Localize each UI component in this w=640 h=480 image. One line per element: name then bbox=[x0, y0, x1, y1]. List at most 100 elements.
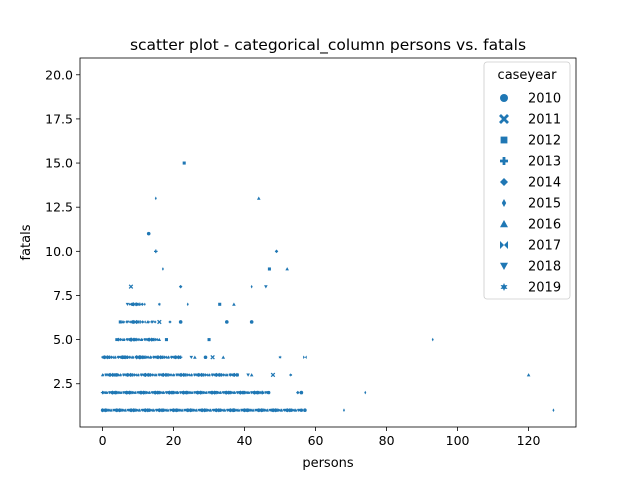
data-point bbox=[128, 320, 132, 324]
data-point bbox=[244, 390, 248, 395]
legend-label-2019: 2019 bbox=[528, 281, 561, 296]
legend-label-2018: 2018 bbox=[528, 260, 561, 275]
data-point bbox=[203, 355, 208, 360]
data-point bbox=[246, 373, 250, 377]
data-point bbox=[178, 284, 183, 289]
y-tick-label: 20.0 bbox=[45, 67, 73, 82]
data-point bbox=[248, 408, 252, 412]
legend-marker-2011 bbox=[499, 114, 509, 124]
data-point bbox=[128, 302, 132, 306]
y-axis-label: fatals bbox=[19, 224, 34, 260]
data-point bbox=[139, 355, 144, 360]
data-point bbox=[187, 390, 191, 395]
data-point bbox=[127, 355, 131, 359]
data-point bbox=[162, 355, 167, 359]
data-point bbox=[145, 337, 149, 342]
legend-marker-2010 bbox=[500, 94, 508, 102]
x-tick-label: 40 bbox=[237, 433, 253, 448]
data-point bbox=[256, 196, 261, 200]
legend-label-2013: 2013 bbox=[528, 155, 561, 170]
data-point bbox=[106, 355, 110, 359]
plot-frame bbox=[79, 57, 577, 428]
data-point bbox=[159, 373, 163, 377]
x-axis: 0 20 40 60 80 100 120 bbox=[99, 427, 541, 448]
data-point bbox=[172, 355, 176, 359]
data-point bbox=[124, 373, 128, 377]
x-tick-label: 60 bbox=[308, 433, 324, 448]
data-point bbox=[118, 320, 122, 324]
data-point bbox=[250, 284, 253, 289]
data-point bbox=[146, 231, 151, 236]
legend-marker-2013 bbox=[500, 157, 508, 165]
data-point bbox=[258, 390, 262, 395]
x-tick-label: 100 bbox=[446, 433, 470, 448]
data-point bbox=[260, 390, 265, 395]
data-point bbox=[214, 391, 218, 395]
x-axis-label: persons bbox=[302, 456, 354, 471]
data-point bbox=[150, 373, 154, 377]
data-point bbox=[221, 373, 225, 377]
data-point bbox=[193, 355, 197, 359]
data-point bbox=[210, 355, 215, 360]
data-point bbox=[431, 337, 434, 342]
data-point bbox=[221, 355, 226, 359]
data-point bbox=[182, 373, 186, 377]
data-point bbox=[101, 355, 105, 359]
y-axis: 2.5 5.0 7.5 10.0 12.5 15.0 17.5 20.0 bbox=[45, 67, 80, 391]
y-tick-label: 10.0 bbox=[45, 244, 73, 259]
data-point bbox=[165, 373, 168, 377]
y-tick-label: 2.5 bbox=[53, 376, 73, 391]
data-point bbox=[154, 249, 158, 254]
data-point bbox=[122, 408, 125, 412]
data-point bbox=[342, 408, 345, 413]
data-point bbox=[178, 355, 183, 359]
data-point bbox=[278, 355, 282, 360]
data-point bbox=[200, 373, 204, 377]
data-point bbox=[186, 302, 189, 307]
data-point bbox=[186, 373, 190, 377]
data-point bbox=[150, 338, 154, 342]
data-point bbox=[175, 390, 179, 395]
data-point bbox=[159, 390, 163, 395]
data-point bbox=[177, 355, 181, 359]
data-point bbox=[195, 373, 199, 377]
data-point bbox=[144, 390, 149, 395]
legend-marker-2012 bbox=[500, 136, 508, 144]
data-point bbox=[120, 408, 125, 412]
data-point bbox=[168, 373, 172, 377]
data-point bbox=[149, 408, 153, 412]
data-points bbox=[100, 161, 555, 413]
y-tick-label: 17.5 bbox=[45, 111, 73, 126]
data-point bbox=[228, 373, 233, 377]
data-point bbox=[153, 320, 157, 324]
data-point bbox=[232, 408, 236, 413]
legend-label-2015: 2015 bbox=[528, 197, 561, 212]
data-point bbox=[218, 373, 222, 377]
data-point bbox=[130, 390, 135, 395]
data-point bbox=[135, 355, 141, 360]
data-point bbox=[147, 373, 151, 377]
data-point bbox=[106, 408, 110, 412]
legend-marker-2014 bbox=[500, 178, 508, 186]
data-point bbox=[134, 408, 139, 412]
data-point bbox=[133, 338, 136, 342]
data-point bbox=[203, 373, 208, 377]
data-point bbox=[230, 390, 234, 395]
legend-marker-2017 bbox=[500, 241, 508, 249]
data-point bbox=[303, 355, 307, 360]
data-point bbox=[157, 319, 162, 325]
data-point bbox=[168, 320, 172, 324]
data-point bbox=[157, 337, 162, 341]
data-point bbox=[114, 373, 119, 377]
data-point bbox=[143, 373, 147, 377]
data-point bbox=[218, 302, 222, 306]
data-point bbox=[132, 320, 137, 324]
data-point bbox=[225, 320, 229, 324]
data-point bbox=[289, 373, 293, 377]
data-point bbox=[276, 408, 281, 412]
data-point bbox=[148, 320, 152, 324]
data-point bbox=[299, 390, 304, 395]
data-point bbox=[106, 373, 110, 377]
legend-label-2012: 2012 bbox=[528, 134, 561, 149]
data-point bbox=[201, 390, 206, 395]
